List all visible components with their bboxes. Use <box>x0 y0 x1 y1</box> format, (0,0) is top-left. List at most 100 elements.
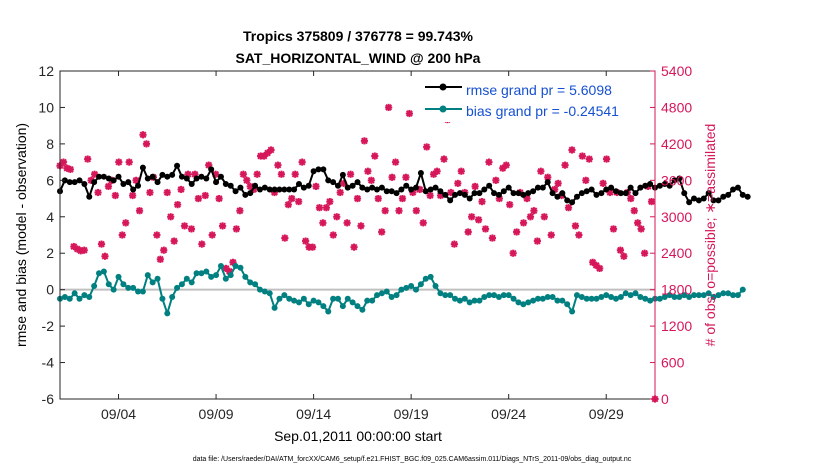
rmse-point <box>617 190 624 197</box>
bias-point <box>642 295 649 302</box>
obs-count-marker <box>198 240 206 248</box>
rmse-point <box>603 186 610 193</box>
bias-point <box>393 292 400 299</box>
bias-point <box>208 273 215 280</box>
obs-count-marker <box>174 201 182 209</box>
obs-count-marker <box>599 179 607 187</box>
bias-point <box>388 293 395 300</box>
obs-count-marker <box>474 216 483 224</box>
rmse-point <box>734 184 741 191</box>
obs-count-marker <box>564 204 573 212</box>
bias-point <box>159 295 166 302</box>
bias-point <box>164 310 171 317</box>
obs-count-marker <box>329 231 337 239</box>
y-axis-label-left: rmse and bias (model - observation) <box>13 123 29 347</box>
bias-point <box>422 275 429 282</box>
rmse-point <box>549 190 556 197</box>
y-right-tick-label: 3000 <box>661 209 692 225</box>
bias-point <box>359 306 366 313</box>
bias-point <box>603 292 610 299</box>
obs-count-marker <box>423 143 431 151</box>
rmse-point <box>598 190 605 197</box>
rmse-point <box>456 190 463 197</box>
bias-point <box>612 295 619 302</box>
legend-rmse-marker <box>439 83 447 91</box>
bias-point <box>632 290 639 297</box>
bias-point <box>144 272 151 279</box>
obs-count-marker <box>315 204 324 212</box>
bias-point <box>61 293 68 300</box>
rmse-point <box>115 173 122 180</box>
obs-count-marker <box>519 219 528 227</box>
bias-point <box>413 286 420 293</box>
obs-count-marker <box>101 252 109 260</box>
bias-point <box>461 295 468 302</box>
chart-title-line1: Tropics 375809 / 376778 = 99.743% <box>243 28 474 44</box>
rmse-point <box>144 175 151 182</box>
obs-count-marker <box>308 243 317 251</box>
rmse-point <box>286 186 293 193</box>
obs-count-marker <box>378 228 386 236</box>
obs-count-marker <box>357 222 365 230</box>
rmse-point <box>691 195 698 202</box>
obs-count-marker <box>274 161 282 169</box>
rmse-point <box>164 173 171 180</box>
obs-count-marker <box>267 146 275 154</box>
obs-count-marker <box>194 194 202 203</box>
obs-count-marker <box>156 255 164 263</box>
bias-point <box>505 292 512 299</box>
bias-point <box>676 293 683 300</box>
bias-point <box>476 297 483 304</box>
bias-point <box>271 304 278 311</box>
rmse-point <box>710 197 717 204</box>
obs-count-marker <box>291 170 299 178</box>
bias-point <box>491 292 498 299</box>
bias-point <box>695 292 702 299</box>
rmse-point <box>76 177 83 184</box>
bias-point <box>125 284 132 291</box>
obs-count-marker <box>582 176 590 184</box>
rmse-point <box>188 180 195 187</box>
bias-point <box>715 292 722 299</box>
rmse-point <box>369 184 376 191</box>
rmse-point <box>573 193 580 200</box>
obs-count-marker <box>571 222 580 230</box>
obs-count-marker <box>298 158 306 166</box>
bias-point <box>452 295 459 302</box>
rmse-point <box>247 190 254 197</box>
obs-count-marker <box>526 213 535 221</box>
y-left-tick-label: 4 <box>46 209 54 225</box>
obs-count-marker <box>218 222 227 230</box>
bias-point <box>583 295 590 302</box>
bias-point <box>295 299 302 306</box>
obs-count-marker <box>374 194 382 203</box>
rmse-point <box>100 173 107 180</box>
rmse-point <box>695 197 702 204</box>
obs-count-marker <box>585 155 593 163</box>
rmse-point <box>486 182 493 189</box>
obs-count-marker <box>66 165 74 173</box>
obs-count-marker <box>350 243 358 251</box>
bias-point <box>525 299 532 306</box>
bias-point <box>378 290 385 297</box>
bias-point <box>588 295 595 302</box>
rmse-point <box>130 186 137 193</box>
rmse-point <box>320 166 327 173</box>
obs-count-marker <box>163 188 171 197</box>
rmse-point <box>403 182 410 189</box>
obs-count-marker <box>153 231 161 239</box>
obs-count-marker <box>281 234 289 242</box>
obs-count-marker <box>433 167 441 175</box>
bias-point <box>500 292 507 299</box>
obs-count-marker <box>492 176 500 184</box>
obs-count-marker <box>284 201 292 209</box>
bias-point <box>486 292 493 299</box>
rmse-point <box>608 184 615 191</box>
rmse-point <box>325 177 332 184</box>
bias-point <box>539 295 546 302</box>
obs-count-marker <box>346 170 355 178</box>
obs-count-marker <box>343 219 351 227</box>
rmse-point <box>588 186 595 193</box>
rmse-point <box>374 186 381 193</box>
bias-point <box>554 297 561 304</box>
